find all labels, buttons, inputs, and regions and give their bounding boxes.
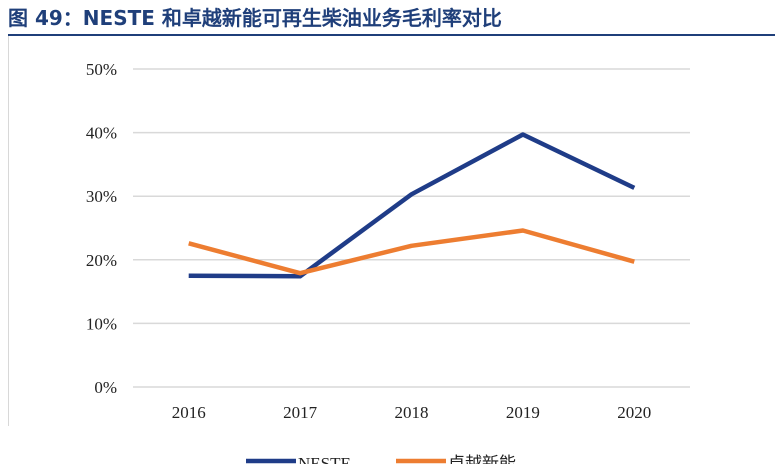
- y-tick-label: 0%: [94, 378, 117, 397]
- legend-label-neste: NESTE: [298, 454, 351, 464]
- title-underline: [8, 34, 775, 36]
- x-tick-label: 2019: [506, 403, 540, 422]
- series-line-zhuoyue: [188, 228, 635, 276]
- y-tick-label: 20%: [86, 251, 117, 270]
- y-tick-label: 40%: [86, 124, 117, 143]
- series-line-neste: [188, 132, 636, 279]
- x-tick-label: 2016: [172, 403, 206, 422]
- legend-label-zhuoyue: 卓越新能: [448, 454, 516, 464]
- x-tick-label: 2017: [283, 403, 318, 422]
- y-tick-label: 50%: [86, 60, 117, 79]
- y-tick-label: 10%: [86, 314, 117, 333]
- figure-title: 图 49：NESTE 和卓越新能可再生柴油业务毛利率对比: [8, 6, 502, 30]
- y-tick-label: 30%: [86, 187, 117, 206]
- x-tick-label: 2018: [395, 403, 429, 422]
- x-tick-label: 2020: [617, 403, 651, 422]
- left-edge-line: [8, 36, 9, 426]
